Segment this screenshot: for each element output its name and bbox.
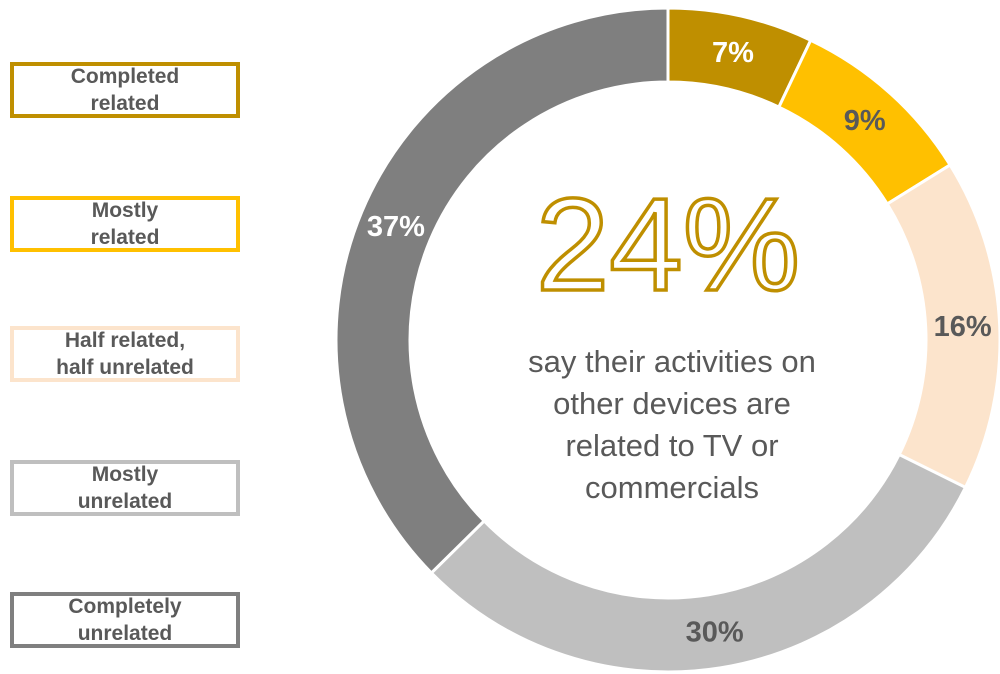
legend-label: Completed related — [70, 65, 180, 115]
legend-item-half-related: Half related, half unrelated — [10, 326, 240, 382]
legend-label: Mostly related — [90, 199, 160, 249]
slice-labels: 7% 9% 16% 30% 37% — [367, 37, 992, 648]
donut-slice — [429, 452, 968, 674]
legend-label: Half related, half unrelated — [56, 329, 194, 379]
center-text-line-1: say their activities on — [528, 344, 816, 379]
center-headline: 24% — [536, 171, 800, 318]
center-text-line-2: other devices are — [553, 386, 791, 421]
slice-value-label: 7% — [712, 37, 754, 69]
center-text-line-4: commercials — [585, 470, 759, 505]
legend-label: Mostly unrelated — [77, 463, 173, 513]
legend-item-mostly-related: Mostly related — [10, 196, 240, 252]
donut-slice — [334, 6, 670, 576]
donut-slices — [334, 6, 1000, 674]
slice-value-label: 9% — [844, 105, 886, 137]
slice-value-label: 16% — [934, 311, 992, 343]
legend-item-mostly-unrelated: Mostly unrelated — [10, 460, 240, 516]
legend-item-completed-related: Completed related — [10, 62, 240, 118]
legend-label: Completely unrelated — [68, 595, 182, 645]
center-text-line-3: related to TV or — [565, 428, 778, 463]
legend-item-completely-unrelated: Completely unrelated — [10, 592, 240, 648]
slice-value-label: 37% — [367, 211, 425, 243]
slice-value-label: 30% — [686, 616, 744, 648]
